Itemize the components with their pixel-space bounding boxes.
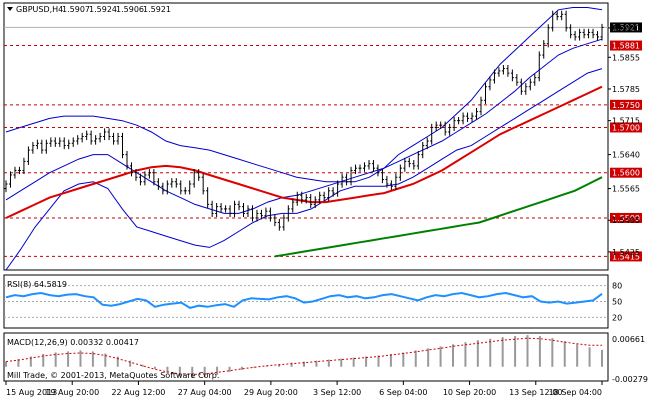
time-tick-label: 13 Sep 12:00: [509, 388, 562, 397]
macd-layer: 0.00661 -0.00279: [5, 335, 648, 384]
levels-layer: [4, 26, 608, 257]
price-tick-label: 1.5495: [612, 216, 640, 225]
time-tick-label: 27 Aug 04:00: [178, 388, 232, 397]
price-tick-label: 1.5855: [612, 53, 640, 62]
time-tick-label: 22 Aug 12:00: [111, 388, 165, 397]
macd-signal-line: [5, 337, 602, 375]
price-tick-label: 1.5565: [612, 185, 640, 194]
dropdown-arrow-icon[interactable]: [7, 7, 13, 11]
macd-tick-label: -0.00279: [612, 375, 648, 384]
price-tick-label: 1.5715: [612, 117, 640, 126]
level-tag-label: 1.5600: [612, 169, 640, 178]
level-tag: [610, 99, 642, 110]
ohlc-low: 1.5906: [116, 5, 144, 14]
level-tag-label: 1.5700: [612, 123, 640, 132]
bollinger-lower-line: [5, 68, 603, 271]
rsi-label: RSI(8) 64.5819: [7, 280, 67, 289]
macd-panel-frame: [3, 332, 609, 382]
ma-slow-layer: [274, 176, 603, 258]
bollinger-layer: [5, 7, 603, 271]
rsi-level-label: 80: [612, 282, 622, 291]
price-axis: 1.5881 1.5750 1.5700 1.5600 1.5500 1.5415 1.59…: [608, 22, 642, 261]
rsi-layer: 80 50 20: [4, 282, 622, 322]
ma-fast-line: [5, 85, 603, 219]
main-panel-frame: [3, 2, 609, 271]
level-tag: [610, 167, 642, 178]
time-tick-label: 29 Aug 20:00: [244, 388, 298, 397]
macd-tick-label: 0.00661: [612, 335, 645, 344]
bollinger-upper-line: [5, 7, 603, 183]
time-tick-label: 6 Sep 04:00: [379, 388, 427, 397]
level-tag-label: 1.5500: [612, 214, 640, 223]
time-tick-label: 15 Aug 2013: [6, 388, 57, 397]
time-tick-label: 18 Sep 04:00: [549, 388, 602, 397]
rsi-level-label: 50: [612, 298, 622, 307]
ma-slow-line: [274, 176, 603, 258]
last-price-label: 1.5921: [612, 23, 640, 32]
level-tag-label: 1.5415: [612, 252, 640, 261]
time-tick-label: 19 Aug 20:00: [45, 388, 99, 397]
bollinger-middle-line: [5, 38, 603, 214]
price-tick-label: 1.5920: [612, 24, 640, 33]
price-tick-label: 1.5425: [612, 248, 640, 257]
ohlc-high: 1.5924: [89, 5, 117, 14]
time-tick-label: 3 Sep 12:00: [313, 388, 361, 397]
level-tag-label: 1.5750: [612, 101, 640, 110]
last-price-tag: [610, 22, 642, 33]
rsi-line: [5, 291, 603, 309]
level-tag: [610, 251, 642, 262]
price-tick-label: 1.5640: [612, 151, 640, 160]
time-tick-label: 10 Sep 20:00: [443, 388, 496, 397]
level-tag-label: 1.5881: [612, 42, 640, 51]
rsi-level-label: 20: [612, 313, 622, 322]
copyright-watermark: Mill Trade, © 2001-2013, MetaQuotes Soft…: [7, 371, 219, 380]
ohlc-close: 1.5921: [143, 5, 171, 14]
level-tag: [610, 40, 642, 51]
symbol-label: GBPUSD,H4: [16, 5, 63, 14]
price-tick-label: 1.5785: [612, 85, 640, 94]
level-tag: [610, 122, 642, 133]
ma-fast-layer: [5, 85, 603, 219]
candle-layer: [4, 10, 604, 231]
macd-label: MACD(12,26,9) 0.00332 0.00417: [7, 338, 139, 347]
ohlc-open: 1.5907: [62, 5, 90, 14]
level-tag: [610, 212, 642, 223]
